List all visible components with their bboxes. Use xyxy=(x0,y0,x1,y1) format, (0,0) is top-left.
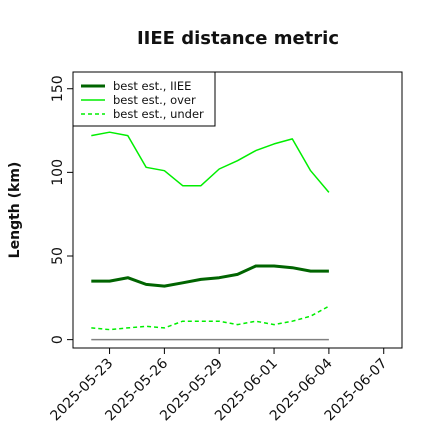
legend-label: best est., IIEE xyxy=(113,79,191,93)
legend-box xyxy=(72,71,216,127)
series-line-0 xyxy=(91,264,329,288)
y-tick-label: 50 xyxy=(50,247,66,265)
y-axis-label: Length (km) xyxy=(7,162,23,259)
legend-label: best est., over xyxy=(113,93,196,107)
y-tick-label: 150 xyxy=(50,75,66,102)
y-tick-label: 100 xyxy=(50,159,66,186)
y-tick-label: 0 xyxy=(50,335,66,344)
plot-frame xyxy=(72,71,403,349)
legend-label: best est., under xyxy=(113,107,204,121)
plot-area xyxy=(91,131,330,341)
series-line-2 xyxy=(91,305,330,331)
chart-title: IIEE distance metric xyxy=(137,28,339,49)
axes: 0501001502025-05-232025-05-262025-05-292… xyxy=(48,75,391,424)
series-line-1 xyxy=(91,131,330,193)
